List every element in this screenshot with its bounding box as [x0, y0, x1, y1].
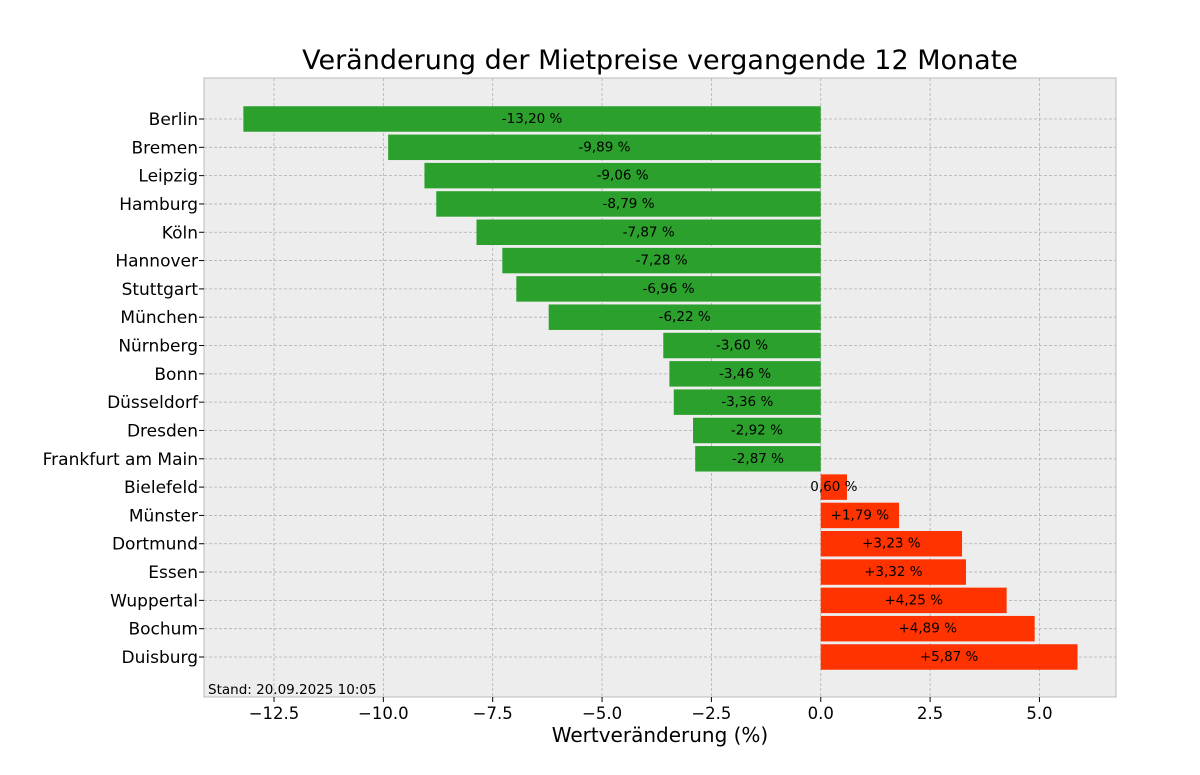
category-label: München: [120, 308, 198, 328]
x-ticks: −12.5 −10.0 −7.5 −5.0 −2.5 0.0 2.5 5.0: [249, 697, 1053, 723]
data-label: -7,28 %: [635, 253, 687, 269]
bar: [820, 615, 1035, 642]
data-label: -6,96 %: [642, 281, 694, 297]
x-tick-label: 5.0: [1026, 704, 1052, 723]
data-label: -7,87 %: [623, 224, 675, 240]
bar: [820, 474, 847, 500]
bar: [243, 106, 821, 132]
data-label: -9,89 %: [578, 139, 630, 155]
category-labels: Berlin Bremen Leipzig Hamburg Köln Hannover St…: [43, 110, 204, 668]
bar: [516, 276, 821, 302]
bar: [436, 191, 821, 217]
bar: [502, 247, 821, 274]
data-label: -3,46 %: [719, 366, 771, 382]
data-label: 0,60 %: [810, 479, 857, 495]
category-label: Bonn: [154, 365, 198, 385]
x-axis-label: Wertveränderung (%): [552, 723, 769, 747]
category-label: Berlin: [149, 110, 198, 130]
category-label: Nürnberg: [118, 337, 198, 357]
bar: [548, 304, 821, 330]
data-label: +4,89 %: [898, 621, 957, 637]
x-tick-label: 0.0: [808, 704, 834, 723]
x-tick-label: −5.0: [582, 704, 622, 723]
bar: [663, 332, 821, 359]
chart-title: Veränderung der Mietpreise vergangende 1…: [302, 45, 1018, 76]
x-tick-label: −2.5: [691, 704, 731, 723]
data-label: -8,79 %: [602, 196, 654, 212]
category-label: Bielefeld: [124, 478, 198, 498]
data-label: -13,20 %: [502, 111, 563, 127]
bar: [820, 530, 963, 557]
data-label: +4,25 %: [884, 592, 943, 608]
category-label: Stuttgart: [122, 280, 199, 300]
x-tick-label: −12.5: [249, 704, 300, 723]
data-labels: -13,20 % -9,89 % -9,06 % -8,79 % -7,87 % -7,2…: [502, 111, 979, 665]
category-label: Bochum: [128, 620, 198, 640]
data-label: +3,23 %: [862, 536, 921, 552]
bar: [820, 644, 1078, 670]
category-label: Düsseldorf: [107, 393, 199, 413]
bar: [669, 361, 821, 387]
category-label: Dortmund: [112, 535, 198, 555]
category-label: Leipzig: [138, 167, 198, 187]
x-tick-label: −7.5: [473, 704, 513, 723]
x-tick-label: −10.0: [358, 704, 409, 723]
data-label: -3,60 %: [716, 338, 768, 354]
bars: [243, 106, 1078, 670]
bar: [695, 446, 821, 472]
bar: [673, 389, 821, 415]
category-label: Bremen: [131, 138, 198, 158]
bar: [476, 219, 821, 246]
category-label: Hannover: [115, 252, 198, 272]
data-label: -6,22 %: [659, 309, 711, 325]
category-label: Frankfurt am Main: [43, 450, 198, 470]
bar: [820, 587, 1007, 614]
data-label: -2,92 %: [731, 422, 783, 438]
category-label: Hamburg: [119, 195, 198, 215]
category-label: Duisburg: [122, 648, 199, 668]
bar: [388, 134, 821, 161]
data-label: -2,87 %: [732, 451, 784, 467]
data-label: +3,32 %: [864, 564, 923, 580]
data-label: -9,06 %: [597, 168, 649, 184]
x-tick-label: 2.5: [917, 704, 943, 723]
category-label: Essen: [148, 563, 198, 583]
category-label: Wuppertal: [110, 591, 198, 611]
category-label: Köln: [162, 223, 198, 243]
data-label: -3,36 %: [721, 394, 773, 410]
data-label: +1,79 %: [831, 507, 890, 523]
plot-frame: [203, 77, 1117, 698]
category-label: Dresden: [127, 421, 198, 441]
category-label: Münster: [129, 506, 198, 526]
bar: [424, 162, 821, 189]
bar: [820, 502, 900, 529]
bar: [693, 417, 821, 444]
data-label: +5,87 %: [920, 649, 979, 665]
timestamp-annotation: Stand: 20.09.2025 10:05: [208, 682, 377, 698]
bar: [820, 559, 966, 585]
